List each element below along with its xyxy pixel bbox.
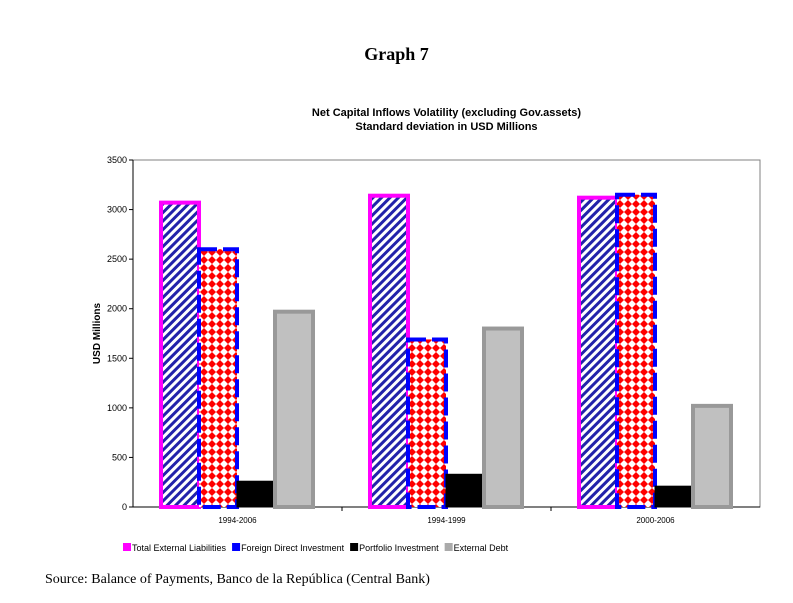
y-tick-label: 500 xyxy=(112,452,127,462)
bar-portfolio-investment xyxy=(445,473,485,508)
chart-title: Net Capital Inflows Volatility (excludin… xyxy=(133,106,760,134)
bar-total-external-liabilities xyxy=(368,193,410,509)
bar-total-external-liabilities xyxy=(577,195,619,509)
bar-external-debt xyxy=(691,403,733,510)
graph-heading: Graph 7 xyxy=(364,44,429,64)
chart-subtitle: Standard deviation in USD Millions xyxy=(355,121,538,133)
legend-swatch xyxy=(350,543,359,551)
legend-label: External Debt xyxy=(454,543,509,553)
legend-swatch xyxy=(123,543,131,551)
bar-foreign-direct-investment xyxy=(197,247,239,509)
bar-portfolio-investment xyxy=(654,485,694,508)
bar-foreign-direct-investment xyxy=(615,192,657,509)
y-axis-label: USD Millions xyxy=(92,303,103,365)
x-tick-label: 2000-2006 xyxy=(636,516,675,525)
x-tick-label: 1994-2006 xyxy=(218,516,257,525)
y-tick-label: 2000 xyxy=(107,304,127,314)
bar-total-external-liabilities xyxy=(159,200,201,509)
y-tick-label: 2500 xyxy=(107,254,127,264)
y-tick-label: 1000 xyxy=(107,403,127,413)
legend-swatch xyxy=(232,543,241,551)
legend-label: Portfolio Investment xyxy=(359,543,439,553)
bar-external-debt xyxy=(482,326,524,509)
bar-portfolio-investment xyxy=(236,480,276,508)
legend-label: Total External Liabilities xyxy=(132,543,227,553)
x-tick-label: 1994-1999 xyxy=(427,516,466,525)
bar-foreign-direct-investment xyxy=(406,337,448,509)
bar-external-debt xyxy=(273,309,315,509)
legend-label: Foreign Direct Investment xyxy=(241,543,345,553)
chart-title-line: Net Capital Inflows Volatility (excludin… xyxy=(311,107,582,119)
y-tick-label: 0 xyxy=(122,502,127,512)
source-note: Source: Balance of Payments, Banco de la… xyxy=(45,572,430,587)
y-tick-label: 1500 xyxy=(107,353,127,363)
y-tick-label: 3500 xyxy=(107,155,127,165)
y-tick-label: 3000 xyxy=(107,205,127,215)
legend-swatch xyxy=(444,543,453,551)
